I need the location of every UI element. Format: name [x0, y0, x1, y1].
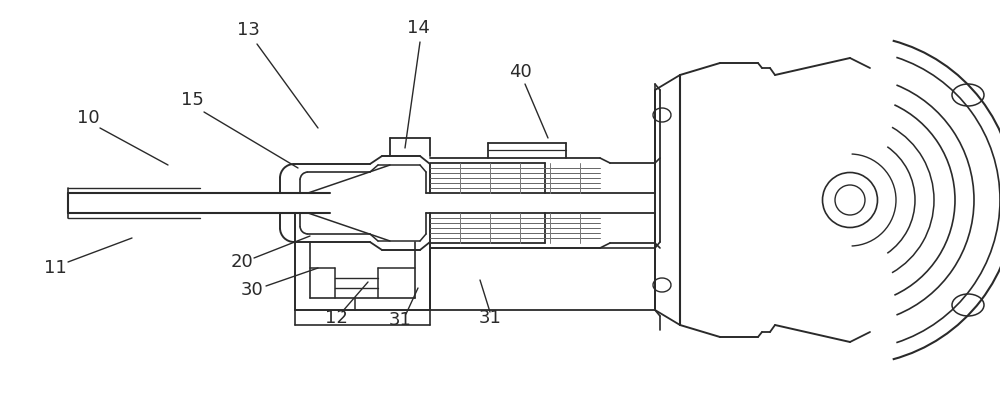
Text: 10: 10 — [77, 109, 99, 127]
Text: 14: 14 — [407, 19, 429, 37]
Text: 12: 12 — [325, 309, 347, 327]
Text: 31: 31 — [479, 309, 501, 327]
Text: 30: 30 — [241, 281, 263, 299]
Text: 15: 15 — [181, 91, 203, 109]
Text: 40: 40 — [509, 63, 531, 81]
Text: 20: 20 — [231, 253, 253, 271]
Text: 31: 31 — [389, 311, 411, 329]
Text: 11: 11 — [44, 259, 66, 277]
Text: 13: 13 — [237, 21, 259, 39]
